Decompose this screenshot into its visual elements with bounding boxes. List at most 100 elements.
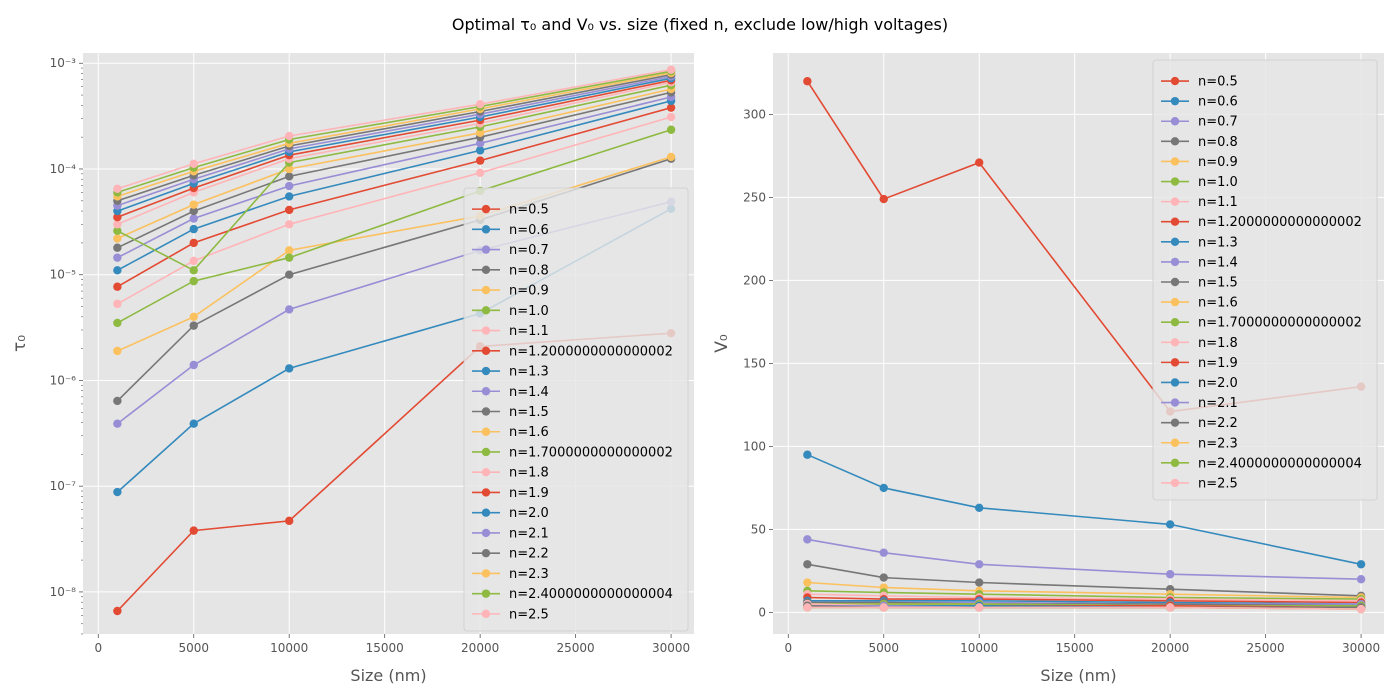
data-point [1165, 520, 1175, 529]
legend-label: n=0.9 [509, 284, 549, 299]
legend-item: n=1.3 [1161, 235, 1238, 250]
legend-item: n=0.6 [472, 223, 549, 238]
y-axis-label: τ₀ [10, 335, 30, 352]
legend-swatch-marker [1170, 478, 1180, 488]
legend-item: n=1.4 [1161, 255, 1238, 270]
data-point [879, 483, 888, 493]
legend-label: n=2.1 [509, 526, 549, 541]
series-n=0.6 [803, 450, 1366, 569]
legend-swatch-marker [481, 548, 491, 558]
y-tick-label: 150 [743, 356, 766, 370]
legend-label: n=1.5 [1198, 276, 1238, 291]
legend-swatch-marker [1170, 438, 1180, 447]
data-point [189, 159, 198, 168]
legend-swatch-marker [481, 589, 491, 598]
legend-label: n=2.5 [509, 607, 549, 622]
data-point [285, 172, 294, 181]
data-point [285, 131, 294, 141]
y-tick-label: 300 [743, 107, 766, 121]
data-point [189, 419, 198, 428]
data-point [666, 125, 676, 134]
legend-swatch-marker [1170, 277, 1180, 287]
data-point [189, 266, 198, 275]
data-point [113, 220, 122, 229]
data-point [879, 548, 888, 557]
legend-swatch-marker [1170, 398, 1180, 407]
legend: n=0.5 n=0.6 n=0.7 n=0.8 n=0.9 n=1.0 n=1.1 n=1.2… [463, 187, 689, 632]
legend-item: n=1.0 [1161, 175, 1238, 190]
legend-item: n=1.6 [472, 425, 549, 440]
x-tick-label: 0 [784, 641, 792, 655]
series-n=0.8 [803, 560, 1366, 601]
legend-label: n=0.8 [509, 263, 549, 278]
legend-item: n=1.7000000000000002 [472, 445, 673, 460]
y-tick-label: 0 [758, 605, 766, 619]
legend-swatch-marker [1170, 458, 1180, 468]
legend-item: n=1.7000000000000002 [1161, 316, 1362, 331]
legend-label: n=2.3 [1198, 436, 1238, 451]
data-point [475, 146, 485, 155]
legend-item: n=0.7 [472, 243, 549, 258]
legend-label: n=0.7 [1198, 115, 1238, 130]
data-point [975, 578, 984, 587]
series-n=2.5 [113, 65, 676, 193]
x-tick-label: 10000 [270, 641, 308, 655]
data-point [879, 603, 888, 612]
legend-label: n=1.8 [1198, 336, 1238, 351]
y-axis-label: V₀ [712, 334, 732, 353]
data-point [189, 206, 198, 216]
legend-item: n=0.8 [472, 263, 549, 278]
legend-item: n=1.1 [1161, 195, 1238, 210]
data-point [113, 253, 122, 262]
legend-label: n=2.3 [509, 567, 549, 582]
legend-swatch-marker [1170, 358, 1180, 367]
data-point [285, 270, 294, 279]
legend-label: n=1.6 [509, 425, 549, 440]
data-point [1356, 560, 1366, 569]
data-point [189, 312, 198, 321]
y-tick-label: 10⁻⁶ [50, 373, 77, 387]
x-tick-label: 20000 [1151, 641, 1189, 655]
data-point [285, 516, 294, 526]
legend-item: n=0.9 [472, 284, 549, 299]
legend-item: n=1.8 [472, 466, 549, 481]
data-point [666, 65, 676, 74]
legend-item: n=0.6 [1161, 95, 1238, 110]
data-point [189, 321, 198, 330]
legend-item: n=2.4000000000000004 [472, 587, 673, 602]
data-point [113, 346, 122, 356]
legend-label: n=1.7000000000000002 [509, 445, 673, 460]
data-point [1356, 575, 1366, 584]
legend-label: n=1.2000000000000002 [1198, 215, 1362, 230]
legend-swatch-marker [481, 427, 491, 436]
figure-title: Optimal τ₀ and V₀ vs. size (fixed n, exc… [452, 15, 948, 34]
legend-label: n=2.1 [1198, 396, 1238, 411]
data-point [803, 77, 812, 86]
legend-label: n=1.0 [1198, 175, 1238, 190]
legend-swatch-marker [1170, 257, 1180, 267]
legend-item: n=2.1 [472, 526, 549, 541]
data-point [113, 318, 122, 328]
x-tick-label: 25000 [1247, 641, 1285, 655]
x-tick-label: 30000 [652, 641, 690, 655]
x-tick-label: 20000 [461, 641, 499, 655]
series-n=1.4 [113, 92, 676, 262]
data-point [803, 603, 812, 612]
legend-label: n=0.5 [1198, 75, 1238, 90]
data-point [113, 419, 122, 428]
legend-label: n=1.7000000000000002 [1198, 316, 1362, 331]
legend-item: n=2.2 [472, 547, 549, 562]
data-point [475, 139, 485, 148]
legend-label: n=0.7 [509, 243, 549, 258]
data-point [113, 299, 122, 309]
legend-label: n=2.0 [1198, 376, 1238, 391]
series-n=2.5 [803, 603, 1366, 614]
legend-item: n=1.1 [472, 324, 549, 339]
legend-item: n=1.2000000000000002 [1161, 215, 1362, 230]
data-point [666, 112, 676, 122]
legend-item: n=0.5 [472, 203, 549, 218]
data-point [475, 128, 485, 137]
data-point [113, 396, 122, 406]
panels: 0 5000 10000 15000 20000 25000 3000010⁻⁸10⁻⁷10… [10, 53, 1384, 685]
data-point [803, 535, 812, 544]
